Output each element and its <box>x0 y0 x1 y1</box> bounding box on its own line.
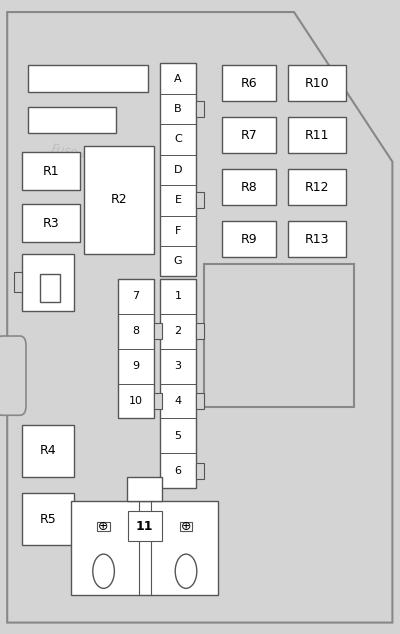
Bar <box>22 152 80 190</box>
Bar <box>196 463 204 479</box>
Bar <box>204 264 354 407</box>
Text: 4: 4 <box>174 396 182 406</box>
Bar <box>288 169 346 205</box>
Bar <box>154 393 162 409</box>
Bar <box>40 274 60 302</box>
Text: E: E <box>174 195 182 205</box>
Text: R4: R4 <box>40 444 56 457</box>
Text: 7: 7 <box>132 292 140 301</box>
Text: 6: 6 <box>174 466 182 476</box>
Bar <box>22 204 80 242</box>
Bar <box>71 501 218 595</box>
Bar <box>22 493 74 545</box>
Bar <box>84 146 154 254</box>
Bar <box>222 221 276 257</box>
Text: 10: 10 <box>129 396 143 406</box>
Bar <box>160 63 196 276</box>
Text: R9: R9 <box>241 233 257 245</box>
Bar <box>160 279 196 488</box>
Text: ⊕: ⊕ <box>98 520 109 533</box>
Text: F: F <box>175 226 181 236</box>
Bar <box>288 221 346 257</box>
Text: A: A <box>174 74 182 84</box>
Bar <box>118 279 154 418</box>
Text: B: B <box>174 104 182 114</box>
Bar <box>128 511 162 541</box>
Text: R6: R6 <box>241 77 257 89</box>
Bar <box>222 65 276 101</box>
Text: 8: 8 <box>132 327 140 336</box>
Text: R5: R5 <box>40 513 56 526</box>
Text: R11: R11 <box>305 129 329 141</box>
Text: R13: R13 <box>305 233 329 245</box>
Text: 3: 3 <box>174 361 182 371</box>
Text: Fuse-Box.inFo: Fuse-Box.inFo <box>50 142 134 169</box>
Bar <box>196 393 204 409</box>
Polygon shape <box>7 12 392 623</box>
FancyBboxPatch shape <box>0 336 26 415</box>
Bar <box>288 65 346 101</box>
Text: R1: R1 <box>43 165 59 178</box>
Text: 9: 9 <box>132 361 140 371</box>
Bar <box>14 272 22 292</box>
Text: R7: R7 <box>241 129 257 141</box>
Bar <box>28 107 116 133</box>
Bar <box>127 477 162 501</box>
Text: R3: R3 <box>43 217 59 230</box>
Text: R10: R10 <box>305 77 329 89</box>
Text: ⊕: ⊕ <box>181 520 191 533</box>
Text: G: G <box>174 256 182 266</box>
Text: R2: R2 <box>111 193 127 206</box>
Bar <box>180 522 192 531</box>
Text: R12: R12 <box>305 181 329 193</box>
Text: 5: 5 <box>174 431 182 441</box>
Bar <box>196 323 204 339</box>
Bar <box>196 193 204 208</box>
Text: R8: R8 <box>241 181 257 193</box>
Text: 1: 1 <box>174 292 182 301</box>
Bar <box>196 101 204 117</box>
Bar <box>22 425 74 477</box>
Bar <box>288 117 346 153</box>
Text: 2: 2 <box>174 327 182 336</box>
Text: 11: 11 <box>136 520 154 533</box>
Bar <box>154 323 162 339</box>
Bar <box>222 169 276 205</box>
Bar <box>28 65 148 92</box>
Bar <box>222 117 276 153</box>
Bar <box>97 522 110 531</box>
Text: C: C <box>174 134 182 145</box>
Bar <box>22 254 74 311</box>
Text: D: D <box>174 165 182 175</box>
